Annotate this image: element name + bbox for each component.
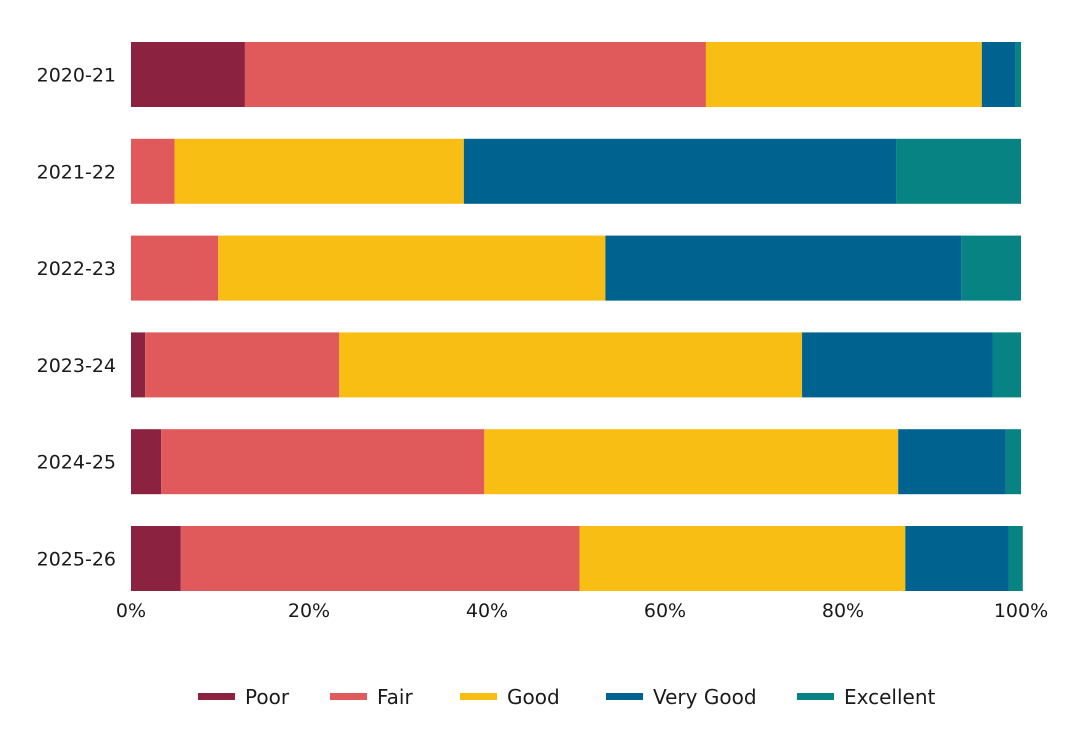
bar-excellent-2025-26 xyxy=(1008,526,1023,591)
bar-fair-2022-23 xyxy=(131,235,219,301)
legend-label-poor: Poor xyxy=(245,685,290,709)
x-tick-label: 60% xyxy=(644,600,686,622)
category-label: 2020-21 xyxy=(37,65,116,87)
category-labels: 2020-21 2021-22 2022-23 2023-24 2024-25 2025-… xyxy=(37,65,116,571)
bar-excellent-2020-21 xyxy=(1015,42,1021,107)
bar-poor-2024-25 xyxy=(131,429,162,495)
bar-fair-2021-22 xyxy=(131,138,175,204)
bar-good-2025-26 xyxy=(579,526,906,591)
bar-poor-2020-21 xyxy=(131,42,245,107)
bar-fair-2023-24 xyxy=(145,332,340,398)
bar-very-good-2021-22 xyxy=(463,138,897,204)
bar-fair-2020-21 xyxy=(244,42,706,107)
bar-very-good-2023-24 xyxy=(802,332,993,398)
category-label: 2022-23 xyxy=(37,258,116,280)
bar-very-good-2025-26 xyxy=(905,526,1009,591)
bar-excellent-2022-23 xyxy=(961,235,1021,301)
legend-label-excellent: Excellent xyxy=(844,685,936,709)
legend-swatch-very-good xyxy=(606,693,643,700)
bar-good-2023-24 xyxy=(339,332,803,398)
category-label: 2023-24 xyxy=(37,355,116,377)
bar-good-2024-25 xyxy=(484,429,899,495)
bar-good-2020-21 xyxy=(705,42,982,107)
bar-very-good-2022-23 xyxy=(605,235,962,301)
legend: Poor Fair Good Very Good Excellent xyxy=(198,685,936,709)
bar-good-2021-22 xyxy=(174,138,464,204)
x-axis-tick-labels: 0% 20% 40% 60% 80% 100% xyxy=(116,600,1048,622)
legend-swatch-poor xyxy=(198,693,235,700)
x-tick-label: 0% xyxy=(116,600,146,622)
x-tick-label: 100% xyxy=(994,600,1048,622)
legend-swatch-excellent xyxy=(797,693,834,700)
legend-label-good: Good xyxy=(507,685,560,709)
bar-poor-2025-26 xyxy=(131,526,181,591)
legend-swatch-fair xyxy=(330,693,367,700)
category-label: 2025-26 xyxy=(37,549,116,571)
x-tick-label: 80% xyxy=(822,600,864,622)
legend-swatch-good xyxy=(460,693,497,700)
bar-excellent-2023-24 xyxy=(992,332,1021,398)
x-tick-label: 20% xyxy=(288,600,330,622)
category-label: 2024-25 xyxy=(37,452,116,474)
category-label: 2021-22 xyxy=(37,161,116,183)
bar-very-good-2020-21 xyxy=(981,42,1016,107)
bar-fair-2024-25 xyxy=(161,429,485,495)
bars-group xyxy=(131,42,1023,591)
bar-very-good-2024-25 xyxy=(898,429,1006,495)
bar-fair-2025-26 xyxy=(180,526,580,591)
bar-excellent-2021-22 xyxy=(896,138,1021,204)
legend-label-fair: Fair xyxy=(377,685,413,709)
legend-label-very-good: Very Good xyxy=(653,685,757,709)
bar-excellent-2024-25 xyxy=(1005,429,1021,495)
bar-good-2022-23 xyxy=(218,235,606,301)
bar-poor-2023-24 xyxy=(131,332,146,398)
x-tick-label: 40% xyxy=(466,600,508,622)
